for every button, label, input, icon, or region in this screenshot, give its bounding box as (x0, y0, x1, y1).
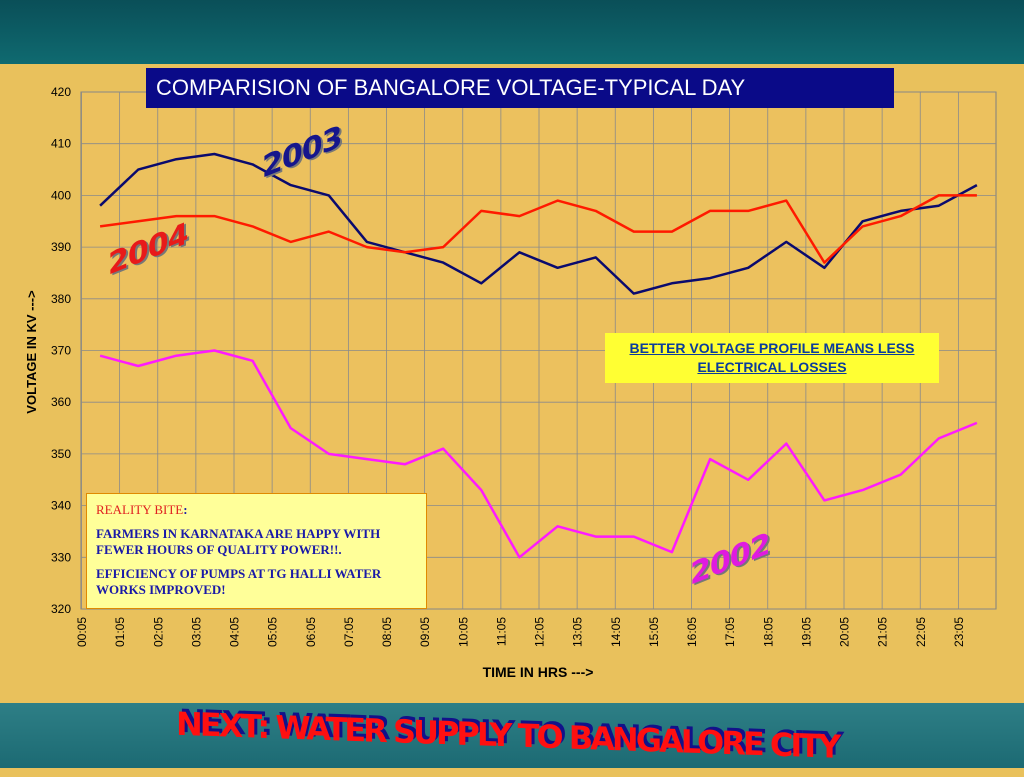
y-tick-label: 320 (51, 602, 71, 616)
reality-bite-colon: : (183, 502, 188, 517)
y-axis-label: VOLTAGE IN KV ---> (24, 290, 39, 414)
x-tick-label: 20:05 (838, 617, 852, 647)
note-text: BETTER VOLTAGE PROFILE MEANS LESS ELECTR… (629, 340, 915, 375)
x-tick-label: 12:05 (533, 617, 547, 647)
x-tick-label: 04:05 (228, 617, 242, 647)
y-tick-label: 390 (51, 240, 71, 254)
y-tick-labels: 320 330 340 350 360 370 380 390 400 410 420 (51, 85, 71, 616)
chart-title: COMPARISION OF BANGALORE VOLTAGE-TYPICAL… (146, 68, 894, 108)
x-tick-label: 18:05 (761, 617, 775, 647)
x-tick-label: 00:05 (75, 617, 89, 647)
voltage-profile-note: BETTER VOLTAGE PROFILE MEANS LESS ELECTR… (605, 333, 939, 383)
x-tick-label: 19:05 (799, 617, 813, 647)
x-axis-label: TIME IN HRS ---> (483, 664, 594, 680)
y-tick-label: 330 (51, 550, 71, 564)
y-tick-label: 350 (51, 447, 71, 461)
series-2004-line (99, 194, 977, 264)
x-tick-label: 01:05 (113, 617, 127, 647)
bottom-footer-bar (0, 703, 1024, 768)
x-tick-label: 11:05 (494, 617, 508, 646)
y-tick-label: 400 (51, 188, 71, 202)
x-tick-label: 07:05 (342, 617, 356, 647)
y-tick-label: 360 (51, 395, 71, 409)
x-tick-label: 05:05 (266, 617, 280, 647)
reality-bite-heading: REALITY BITE (96, 502, 184, 517)
x-tick-labels: 00:05 01:05 02:05 03:05 04:05 05:05 06:05 07:05… (75, 617, 966, 647)
x-tick-label: 22:05 (914, 617, 928, 647)
x-tick-label: 14:05 (609, 617, 623, 647)
x-tick-label: 15:05 (647, 617, 661, 647)
reality-bite-line1: FARMERS IN KARNATAKA ARE HAPPY WITH FEWE… (96, 526, 381, 557)
series-2002-line (99, 349, 978, 559)
y-tick-label: 370 (51, 344, 71, 358)
x-tick-label: 23:05 (952, 617, 966, 647)
reality-bite-line2: EFFICIENCY OF PUMPS AT TG HALLI WATER WO… (96, 566, 382, 597)
x-tick-label: 09:05 (418, 617, 432, 647)
x-tick-label: 02:05 (151, 617, 165, 647)
y-tick-label: 340 (51, 499, 71, 513)
y-tick-label: 420 (51, 85, 71, 99)
x-tick-label: 16:05 (685, 617, 699, 647)
top-header-bar (0, 0, 1024, 64)
x-tick-label: 06:05 (304, 617, 318, 647)
x-tick-label: 21:05 (876, 617, 890, 647)
x-tick-label: 10:05 (456, 617, 470, 647)
y-tick-label: 410 (51, 137, 71, 151)
x-tick-label: 03:05 (189, 617, 203, 647)
x-tick-label: 13:05 (571, 617, 585, 647)
x-tick-label: 08:05 (380, 617, 394, 647)
reality-bite-box: REALITY BITE: FARMERS IN KARNATAKA ARE H… (86, 493, 427, 609)
series-2003-line (99, 152, 978, 295)
x-tick-label: 17:05 (723, 617, 737, 647)
series-lines (99, 152, 978, 559)
y-tick-label: 380 (51, 292, 71, 306)
